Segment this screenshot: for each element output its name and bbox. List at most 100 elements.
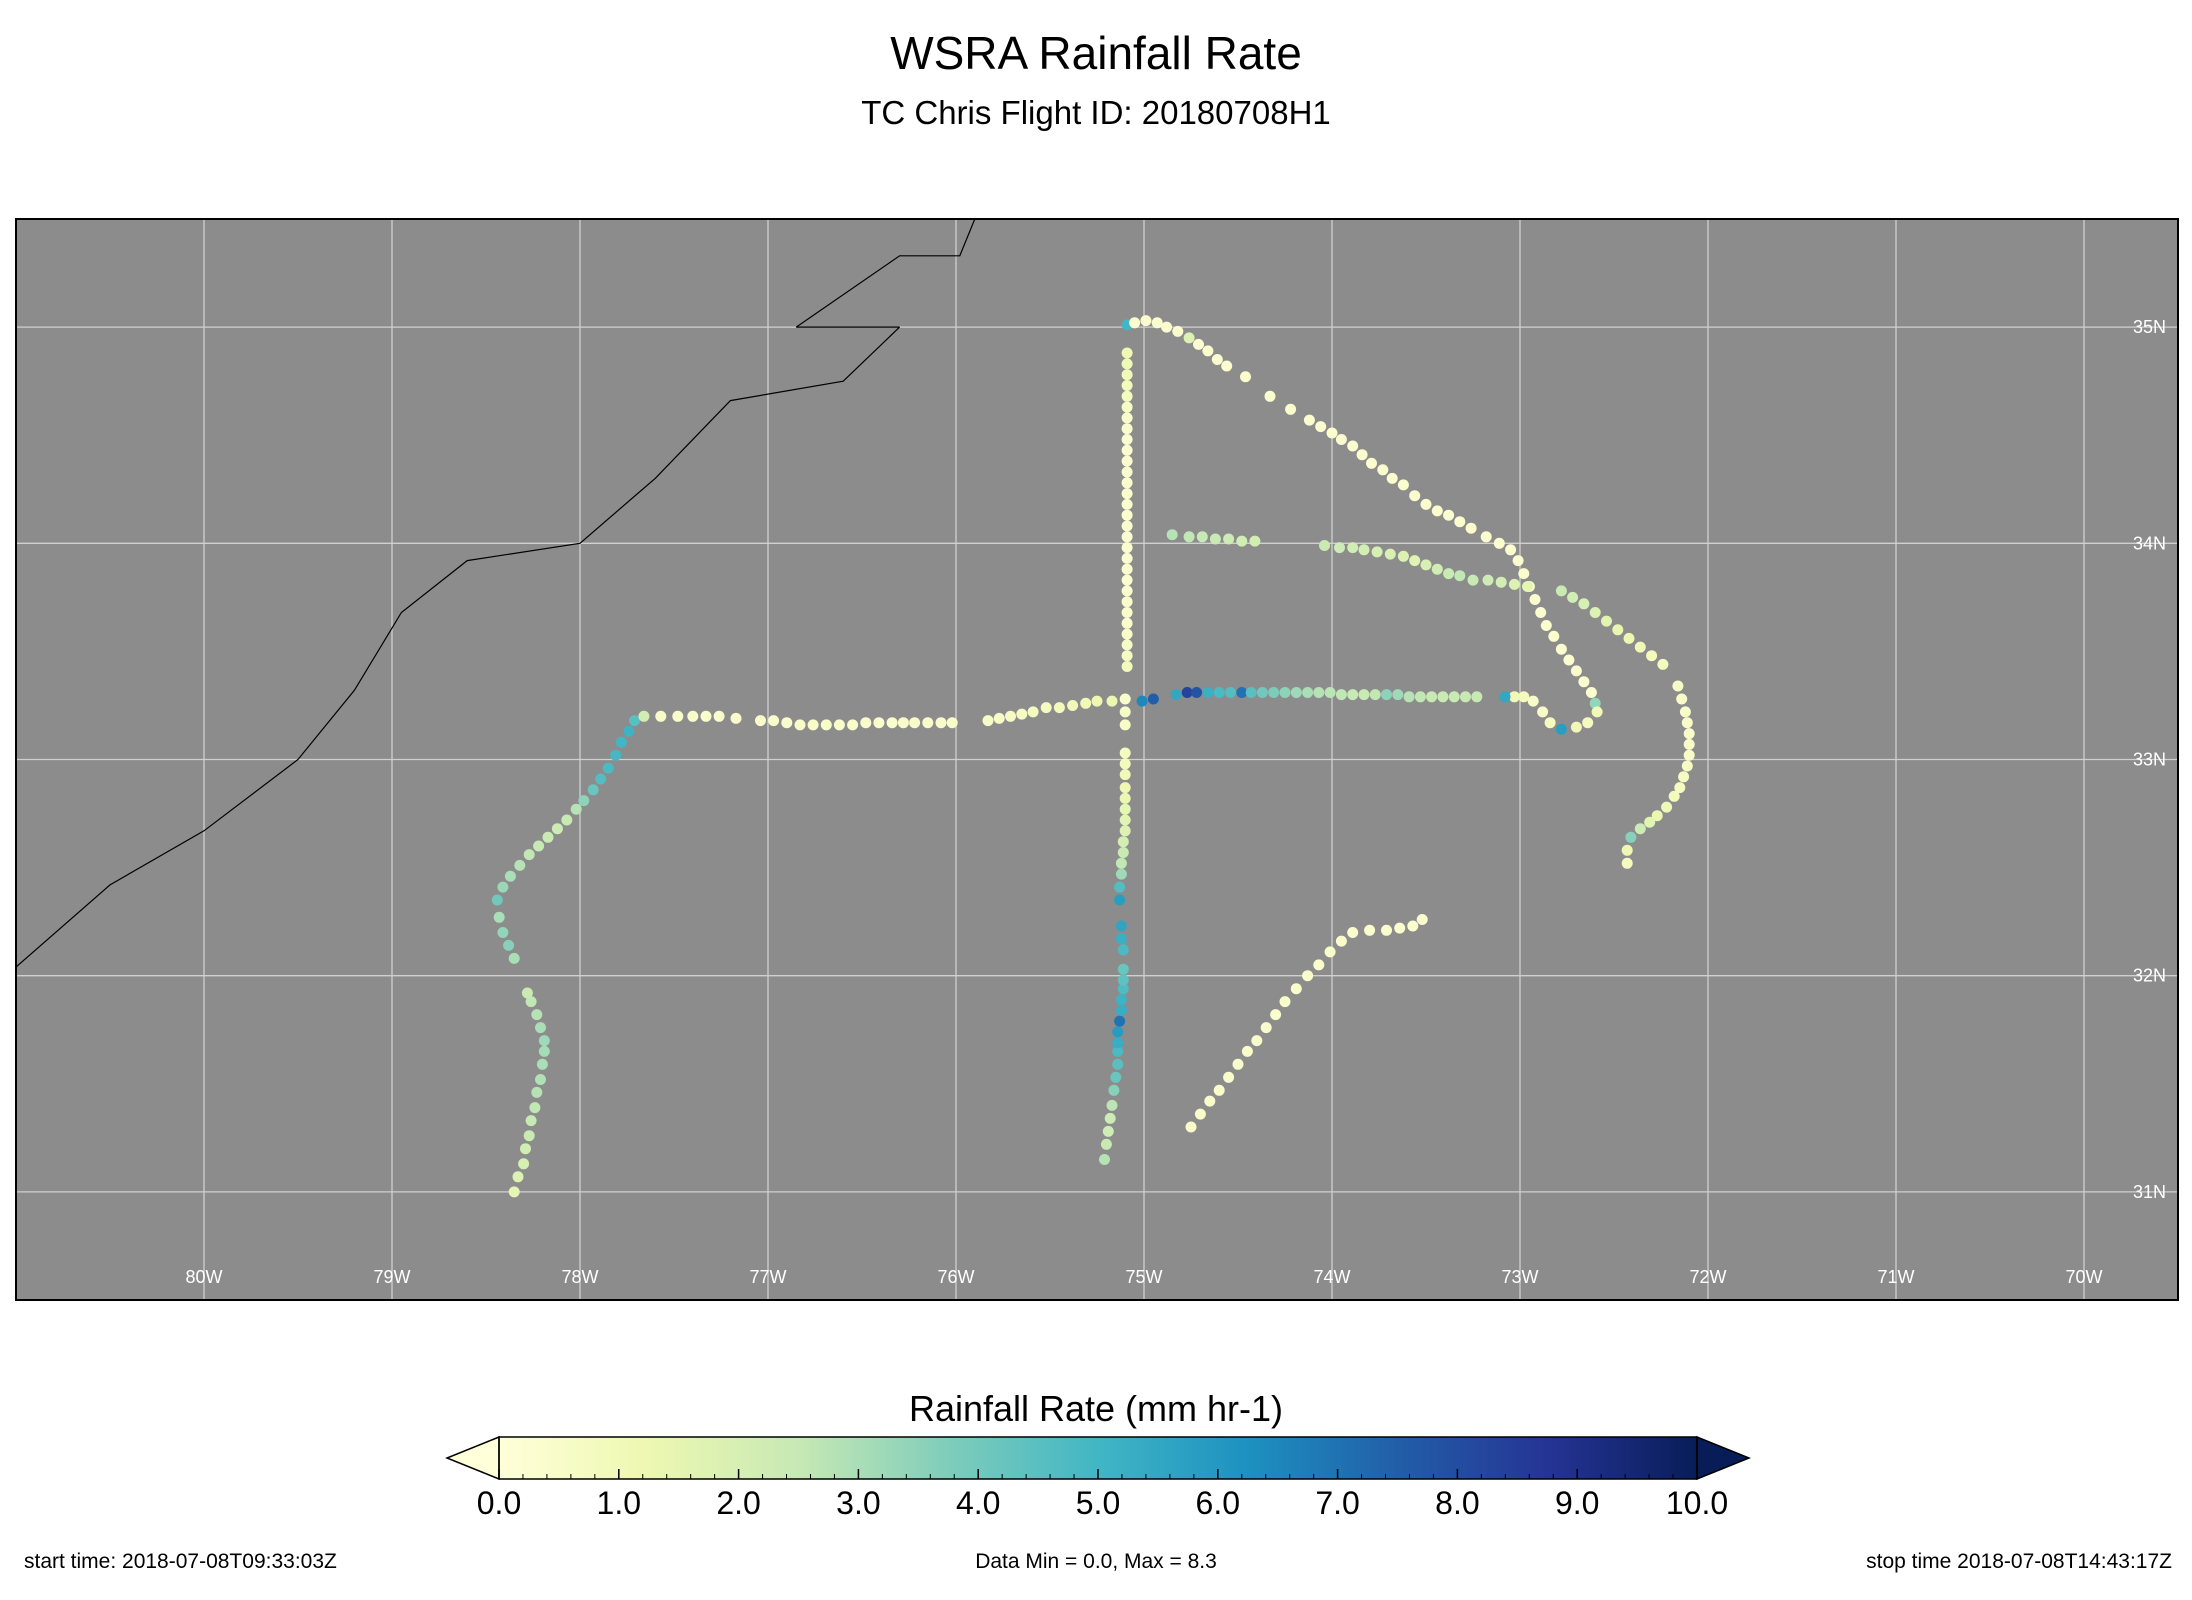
- rain-rate-point: [1121, 401, 1133, 413]
- rain-rate-point: [638, 710, 650, 722]
- rain-rate-point: [1106, 695, 1118, 707]
- rain-rate-point: [1495, 576, 1507, 588]
- rain-rate-point: [1397, 479, 1409, 491]
- rain-rate-point: [1121, 585, 1133, 597]
- rain-rate-point: [1437, 691, 1449, 703]
- rain-rate-point: [1319, 540, 1330, 551]
- rain-rate-point: [1121, 607, 1133, 618]
- rain-rate-point: [525, 1115, 537, 1127]
- lon-tick-label: 75W: [1125, 1267, 1162, 1287]
- rain-rate-point: [529, 1102, 541, 1114]
- rain-rate-point: [833, 719, 845, 731]
- rain-rate-point: [1117, 974, 1129, 986]
- rain-rate-point: [1121, 552, 1133, 564]
- rain-rate-point: [1129, 317, 1141, 329]
- rain-rate-point: [1651, 810, 1663, 822]
- flight-track: [1166, 529, 1261, 547]
- rain-rate-point: [535, 1022, 546, 1034]
- rain-rate-point: [536, 1058, 548, 1070]
- map-plot-area: 80W 79W 78W 77W 76W 75W 74W 73W 72W 71W 70W 31N 32N 3…: [15, 218, 2179, 1301]
- rain-rate-point: [1115, 1004, 1127, 1016]
- rain-rate-point: [1270, 1009, 1282, 1021]
- rain-rate-point: [538, 1035, 550, 1047]
- rain-rate-point: [1151, 317, 1163, 329]
- flight-track: [1185, 914, 1428, 1133]
- rain-rate-point: [1121, 358, 1133, 370]
- rain-rate-point: [1589, 697, 1601, 709]
- rain-rate-point: [629, 715, 640, 727]
- rain-rate-point: [615, 736, 627, 748]
- coastline-segment: [795, 219, 976, 328]
- rain-rate-point: [1119, 803, 1131, 815]
- rain-rate-point: [1369, 689, 1381, 701]
- colorbar-tick-label: 7.0: [1315, 1485, 1359, 1521]
- rain-rate-point: [1016, 708, 1028, 720]
- rain-rate-point: [1555, 643, 1567, 655]
- stop-time-label: stop time 2018-07-08T14:43:17Z: [1866, 1550, 2172, 1573]
- rain-rate-point: [1676, 693, 1688, 705]
- rain-rate-point: [1537, 706, 1549, 718]
- rain-rate-point: [1196, 531, 1208, 543]
- rain-rate-point: [982, 715, 994, 727]
- rain-rate-point: [523, 1130, 535, 1142]
- rain-rate-point: [1315, 421, 1327, 433]
- rain-rate-point: [1140, 315, 1152, 327]
- rain-rate-point: [1555, 585, 1567, 597]
- rain-rate-point: [1121, 466, 1133, 478]
- rain-rate-point: [542, 831, 554, 843]
- rain-rate-point: [1621, 844, 1633, 856]
- rain-rate-point: [1518, 568, 1530, 580]
- rain-rate-point: [1505, 544, 1517, 556]
- lat-tick-label: 34N: [2133, 533, 2166, 553]
- rain-rate-point: [1683, 738, 1695, 750]
- rain-rate-point: [1121, 455, 1133, 467]
- rain-rate-point: [521, 987, 533, 999]
- rain-rate-point: [1110, 1071, 1122, 1083]
- rain-rate-point: [1115, 920, 1127, 932]
- rain-rate-point: [794, 719, 806, 731]
- rain-rate-point: [1625, 831, 1637, 843]
- rain-rate-point: [1121, 369, 1133, 381]
- rain-rate-point: [1416, 914, 1428, 925]
- rain-rate-point: [1115, 994, 1127, 1005]
- rain-rate-point: [493, 911, 505, 923]
- colorbar-tick-label: 1.0: [597, 1485, 641, 1521]
- rain-rate-point: [1119, 814, 1131, 826]
- rain-rate-point: [1260, 1022, 1272, 1034]
- rain-rate-point: [1302, 970, 1314, 982]
- flight-track: [655, 695, 1118, 731]
- rain-rate-point: [1191, 687, 1203, 698]
- rain-rate-point: [1324, 687, 1336, 698]
- rain-rate-point: [1431, 563, 1443, 575]
- rain-rate-point: [497, 927, 509, 938]
- chart-title: WSRA Rainfall Rate: [890, 27, 1302, 79]
- rain-rate-point: [1347, 927, 1359, 938]
- rain-rate-point: [1181, 687, 1193, 698]
- rain-rate-point: [1251, 1035, 1263, 1047]
- rain-rate-point: [1454, 570, 1466, 582]
- colorbar-min-extend: [444, 1435, 500, 1481]
- rain-rate-point: [1303, 414, 1315, 426]
- rain-rate-point: [1384, 548, 1396, 560]
- coastline: [16, 326, 901, 968]
- rain-rate-point: [1431, 505, 1443, 517]
- rain-rate-point: [1225, 687, 1236, 698]
- data-range-label: Data Min = 0.0, Max = 8.3: [975, 1550, 1217, 1573]
- rain-rate-point: [531, 1086, 543, 1098]
- rain-rate-point: [1194, 1108, 1206, 1120]
- rain-rate-point: [1121, 347, 1133, 359]
- rain-rate-point: [587, 784, 599, 796]
- rain-rate-point: [535, 1074, 546, 1085]
- rain-rate-point: [1121, 520, 1133, 532]
- rain-rate-point: [1121, 639, 1133, 651]
- rain-rate-point: [508, 952, 520, 964]
- rain-rate-point: [1161, 321, 1173, 333]
- rain-rate-point: [1117, 836, 1129, 848]
- rain-rate-point: [1104, 1112, 1116, 1124]
- rain-rate-point: [1358, 689, 1370, 701]
- rain-rate-point: [533, 840, 545, 852]
- colorbar-tick-label: 3.0: [836, 1485, 880, 1521]
- rain-rate-point: [1117, 963, 1129, 975]
- rain-rate-point: [570, 803, 582, 815]
- rain-rate-point: [1119, 719, 1131, 731]
